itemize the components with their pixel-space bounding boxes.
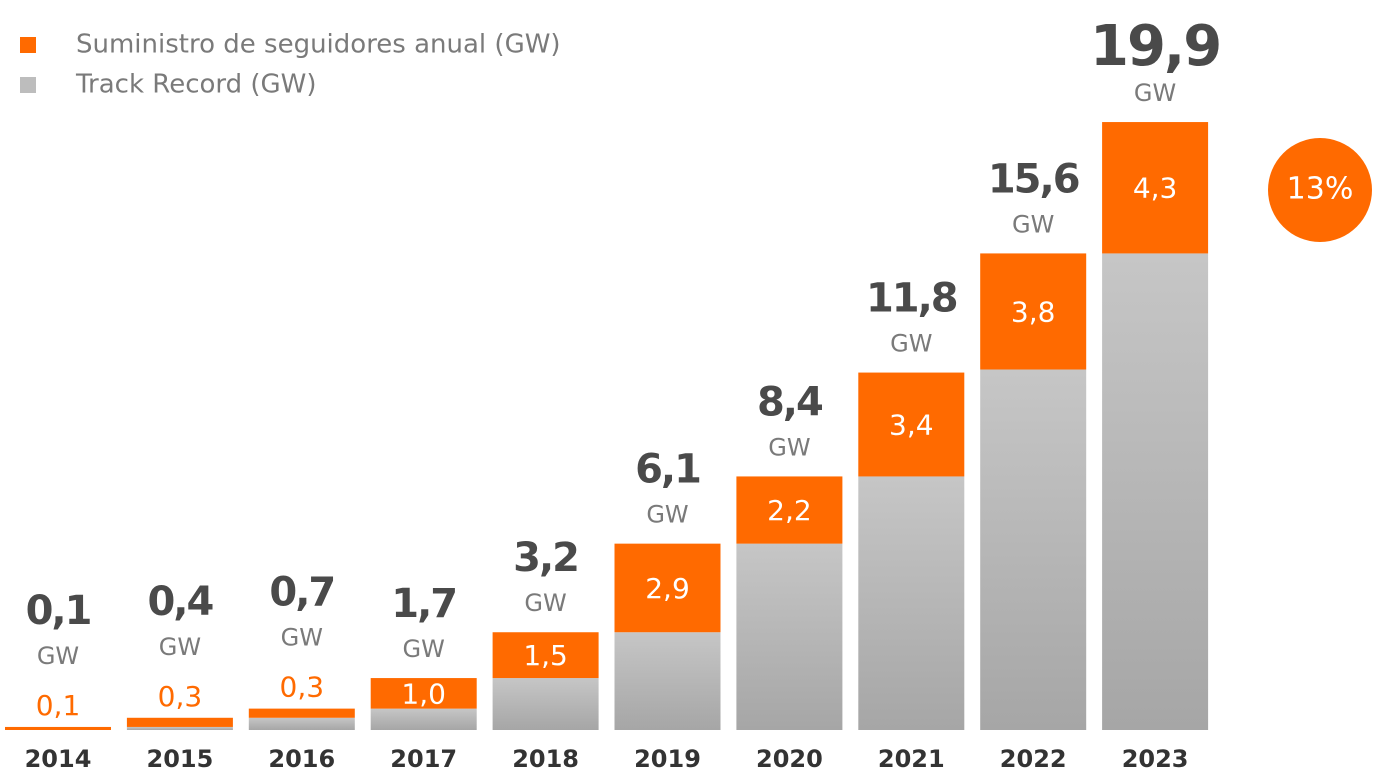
annual-label: 2,2 <box>767 494 812 527</box>
legend-swatch <box>20 37 36 53</box>
x-tick-label: 2015 <box>147 745 214 773</box>
total-unit: GW <box>768 433 810 461</box>
x-tick-label: 2021 <box>878 745 945 773</box>
legend-label: Suministro de seguidores anual (GW) <box>76 30 561 60</box>
track-record-bar <box>492 678 599 730</box>
total-label: 0,4 <box>147 579 212 625</box>
annual-bar <box>614 543 721 633</box>
total-label: 15,6 <box>988 156 1079 202</box>
x-tick-label: 2018 <box>512 745 579 773</box>
total-unit: GW <box>646 501 688 529</box>
track-record-bar <box>736 543 843 730</box>
annual-label: 1,5 <box>523 639 568 672</box>
x-tick-label: 2019 <box>634 745 701 773</box>
annual-bar <box>1102 122 1209 254</box>
x-tick-label: 2023 <box>1122 745 1189 773</box>
track-record-bar <box>126 726 233 730</box>
badge-text: 13% <box>1287 172 1354 207</box>
total-unit: GW <box>1134 79 1176 107</box>
track-record-bar <box>248 717 355 730</box>
track-record-bar <box>614 632 721 730</box>
annual-bar <box>370 678 477 709</box>
total-label: 6,1 <box>635 447 700 493</box>
total-unit: GW <box>1012 210 1054 238</box>
annual-label: 0,1 <box>36 689 81 722</box>
annual-bar <box>126 717 233 727</box>
x-tick-label: 2017 <box>390 745 457 773</box>
legend-swatch <box>20 77 36 93</box>
total-unit: GW <box>524 589 566 617</box>
annual-label: 3,8 <box>1011 295 1056 328</box>
annual-label: 2,9 <box>645 572 690 605</box>
annual-bar <box>736 476 843 544</box>
x-tick-label: 2016 <box>268 745 335 773</box>
track-record-bar <box>1102 253 1209 731</box>
annual-label: 0,3 <box>280 671 325 704</box>
total-label: 0,1 <box>26 588 91 634</box>
total-label: 11,8 <box>866 276 957 322</box>
annual-label: 0,3 <box>158 680 203 713</box>
total-unit: GW <box>403 635 445 663</box>
total-label: 8,4 <box>757 379 822 425</box>
annual-label: 4,3 <box>1133 172 1178 205</box>
badge <box>1268 138 1372 242</box>
annual-label: 1,0 <box>401 677 446 710</box>
total-label: 19,9 <box>1090 14 1220 79</box>
total-label: 0,7 <box>269 570 334 616</box>
x-tick-label: 2022 <box>1000 745 1067 773</box>
annual-bar <box>248 708 355 718</box>
annual-bar <box>858 372 965 477</box>
total-unit: GW <box>159 633 201 661</box>
total-unit: GW <box>890 330 932 358</box>
track-record-bar <box>980 369 1087 730</box>
annual-label: 3,4 <box>889 409 934 442</box>
annual-bar <box>980 253 1087 370</box>
legend-label: Track Record (GW) <box>75 70 317 100</box>
annual-bar <box>5 726 111 730</box>
total-label: 1,7 <box>391 581 456 627</box>
total-label: 3,2 <box>513 535 578 581</box>
annual-bar <box>492 632 599 679</box>
track-record-bar <box>858 476 965 730</box>
x-tick-label: 2014 <box>25 745 92 773</box>
total-unit: GW <box>37 642 79 670</box>
total-unit: GW <box>281 624 323 652</box>
x-tick-label: 2020 <box>756 745 823 773</box>
track-record-bar <box>370 708 477 730</box>
